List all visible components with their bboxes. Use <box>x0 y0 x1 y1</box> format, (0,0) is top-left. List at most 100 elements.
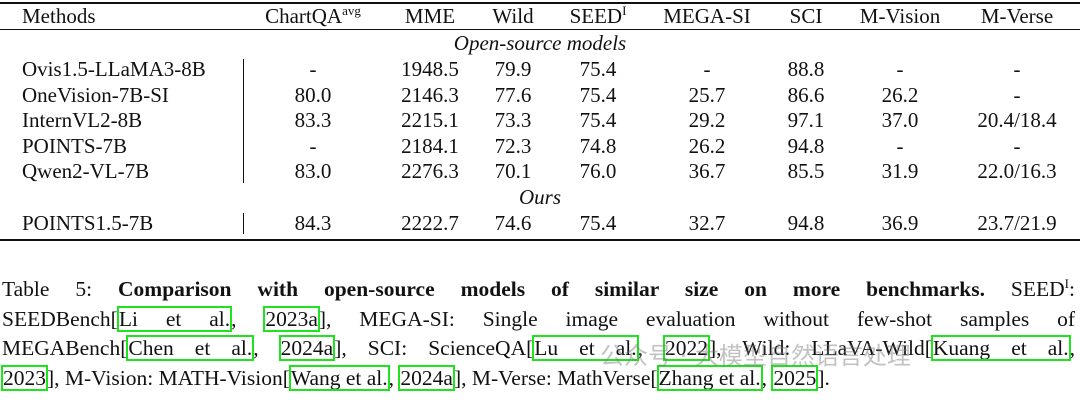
column-header: MME <box>405 3 455 29</box>
caption-text: MEGABench[ <box>2 336 128 360</box>
caption-text: ], SCI: ScienceQA[ <box>334 336 534 360</box>
citation[interactable]: Zhang et al. <box>656 364 763 391</box>
caption-text: ], MEGA-SI: Single image evaluation with… <box>318 306 1076 331</box>
watermark: 公众号 · 大模型自然语言处理 <box>600 342 911 370</box>
cell-value: 74.8 <box>579 133 617 158</box>
cell-value: - <box>1013 57 1021 81</box>
citation[interactable]: 2024a <box>278 335 336 361</box>
header-text: SEED <box>569 4 623 28</box>
header-text: MEGA-SI <box>663 4 751 28</box>
caption-line: 2023], M-Vision: MATH-Vision[Wang et al.… <box>1 364 1075 393</box>
cell-value: 88.8 <box>787 57 825 81</box>
cell-value: 77.6 <box>494 82 532 107</box>
caption-text: SEEDBench[ <box>2 306 118 331</box>
cell-value: - <box>896 57 904 81</box>
cell-value: 83.0 <box>294 159 332 183</box>
caption-text: ], M-Vision: MATH-Vision[ <box>47 365 290 390</box>
cell-value: 94.8 <box>787 133 825 158</box>
table-rule <box>0 239 1080 241</box>
caption-text: ]. <box>817 365 830 390</box>
cell-value: 83.3 <box>294 108 332 132</box>
cell-value: 36.7 <box>688 159 726 183</box>
column-header: M-Vision <box>860 3 940 29</box>
header-text: Methods <box>22 4 96 28</box>
cell-value: - <box>309 133 317 158</box>
cell-value: 26.2 <box>881 82 919 107</box>
header-text: ChartQA <box>265 4 343 28</box>
header-superscript: I <box>622 3 627 18</box>
caption-line: MEGABench[Chen et al., 2024a], SCI: Scie… <box>2 334 1075 363</box>
cell-value: 23.7/21.9 <box>977 210 1057 235</box>
method-name: Ovis1.5-LLaMA3-8B <box>22 57 206 81</box>
header-text: SCI <box>789 4 823 28</box>
method-name: POINTS-7B <box>22 133 128 158</box>
column-header: MEGA-SI <box>663 3 751 29</box>
method-name: POINTS1.5-7B <box>22 210 154 235</box>
caption-text: , <box>388 365 400 390</box>
cell-value: 79.9 <box>494 57 532 81</box>
caption-text: , <box>637 336 665 360</box>
cell-value: 70.1 <box>494 159 532 183</box>
cell-value: 86.6 <box>787 82 825 107</box>
cell-value: 26.2 <box>688 133 726 158</box>
cell-value: 22.0/16.3 <box>977 159 1057 183</box>
header-superscript: avg <box>342 3 361 18</box>
column-header: M-Verse <box>981 3 1053 29</box>
caption-superscript: I <box>1064 276 1070 291</box>
citation[interactable]: 2023a <box>263 305 320 332</box>
cell-value: - <box>896 133 904 158</box>
cell-value: 74.6 <box>494 210 532 235</box>
column-divider <box>243 59 244 183</box>
column-header: SCI <box>790 3 823 29</box>
cell-value: 29.2 <box>688 108 726 132</box>
cell-value: 31.9 <box>881 159 919 183</box>
citation[interactable]: 2023 <box>1 364 48 391</box>
cell-value: 72.3 <box>494 133 532 158</box>
cell-value: 1948.5 <box>401 57 459 81</box>
caption-text: , <box>761 365 773 390</box>
citation[interactable]: Chen et al. <box>126 335 255 361</box>
caption-text: ], M-Verse: MathVerse[ <box>453 365 658 390</box>
citation[interactable]: 2025 <box>771 364 819 391</box>
caption-text: : <box>1069 277 1075 301</box>
cell-value: 2146.3 <box>401 82 459 107</box>
column-header: SEEDI <box>570 3 627 29</box>
cell-value: 36.9 <box>881 210 919 235</box>
cell-value: 37.0 <box>881 108 919 132</box>
citation[interactable]: 2024a <box>398 364 455 391</box>
cell-value: 2215.1 <box>401 108 459 132</box>
citation[interactable]: 2022 <box>663 335 711 361</box>
cell-value: 85.5 <box>787 159 825 183</box>
caption-text: Table 5: <box>2 277 119 301</box>
method-name: Qwen2-VL-7B <box>22 159 150 183</box>
caption-text: , <box>1069 336 1076 360</box>
cell-value: 75.4 <box>579 82 617 107</box>
cell-value: 75.4 <box>579 210 617 235</box>
caption-text: ], Wild: LLaVA-Wild[ <box>709 336 932 360</box>
header-text: M-Vision <box>859 4 941 28</box>
citation[interactable]: Lu et al. <box>532 335 639 361</box>
cell-value: 25.7 <box>688 82 726 107</box>
cell-value: 2276.3 <box>401 159 459 183</box>
method-name: OneVision-7B-SI <box>22 82 169 107</box>
cell-value: - <box>1013 82 1021 107</box>
citation[interactable]: Kuang et al. <box>930 335 1071 361</box>
cell-value: 2222.7 <box>401 210 459 235</box>
citation[interactable]: Li et al. <box>116 305 233 332</box>
cell-value: 73.3 <box>494 108 532 132</box>
cell-value: 84.3 <box>294 210 332 235</box>
caption-text: SEED <box>984 277 1065 301</box>
cell-value: 32.7 <box>688 210 726 235</box>
section-title: Open-source models <box>453 31 627 55</box>
citation[interactable]: Wang et al. <box>288 364 390 391</box>
cell-value: - <box>1013 133 1021 158</box>
cell-value: - <box>703 57 711 81</box>
caption-title: Comparison with open-source models of si… <box>118 277 985 301</box>
header-text: M-Verse <box>980 4 1054 28</box>
cell-value: 80.0 <box>294 82 332 107</box>
cell-value: 76.0 <box>579 159 617 183</box>
section-title: Ours <box>518 184 562 209</box>
header-text: MME <box>404 4 456 28</box>
column-header: Methods <box>22 3 96 29</box>
